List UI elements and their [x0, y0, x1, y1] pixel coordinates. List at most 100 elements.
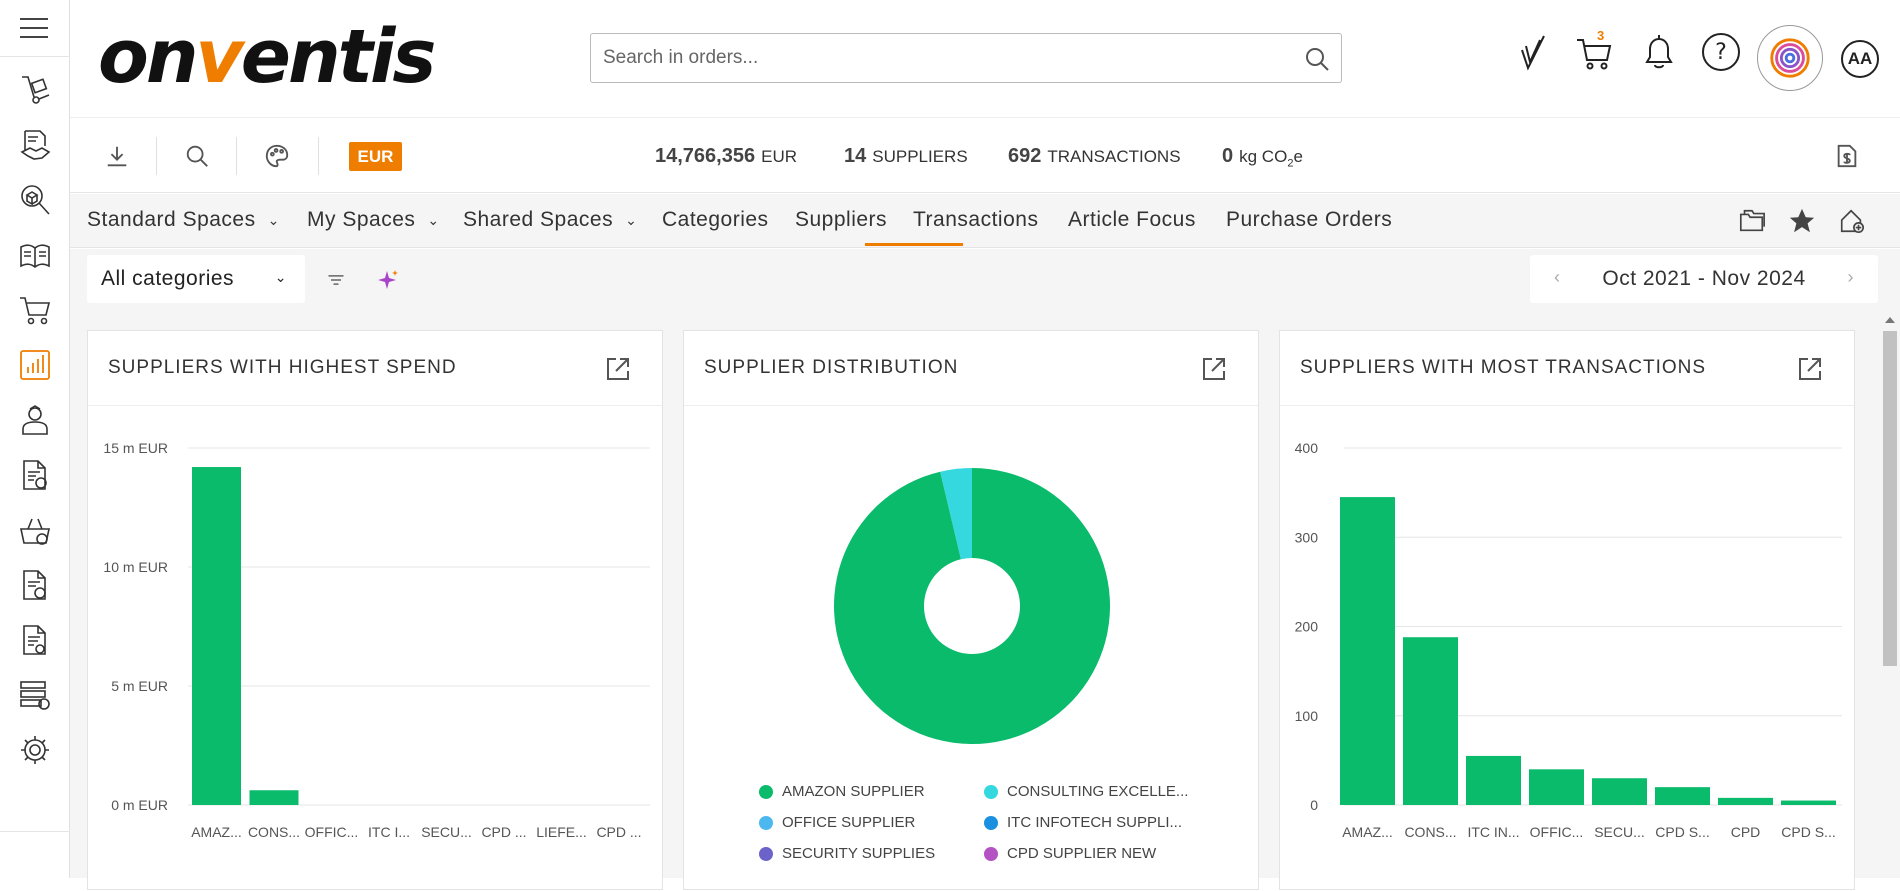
invoice-dollar-icon[interactable] [15, 565, 55, 605]
star-icon[interactable] [1785, 204, 1819, 238]
download-icon[interactable] [101, 140, 133, 172]
date-prev-arrow[interactable]: ‹ [1554, 267, 1561, 287]
bar[interactable] [1340, 497, 1395, 805]
filter-icon[interactable] [321, 265, 351, 295]
bar[interactable] [249, 790, 299, 805]
legend-label: OFFICE SUPPLIER [782, 814, 916, 831]
pie-slice[interactable] [834, 468, 1110, 744]
x-tick-label: SECU... [1594, 824, 1645, 840]
document-dollar-icon[interactable] [1831, 140, 1863, 172]
y-tick-label: 200 [1295, 619, 1319, 635]
card-highest-spend: SUPPLIERS WITH HIGHEST SPEND 0 m EUR 5 m … [87, 330, 663, 890]
x-tick-label: CONS... [248, 824, 300, 840]
basket-clock-icon[interactable] [15, 510, 55, 550]
x-tick-label: AMAZ... [191, 824, 242, 840]
catalog-book-icon[interactable] [15, 235, 55, 275]
tab-purchase-orders[interactable]: Purchase Orders [1226, 208, 1393, 231]
sidebar-divider [0, 56, 70, 57]
add-space-icon[interactable] [1835, 204, 1869, 238]
person-icon[interactable] [15, 400, 55, 440]
vertical-scrollbar[interactable] [1880, 313, 1900, 878]
bar[interactable] [1403, 637, 1458, 805]
help-button[interactable]: ? [1699, 30, 1743, 74]
bar[interactable] [1592, 778, 1647, 805]
legend-item[interactable]: AMAZON SUPPLIER [759, 783, 925, 800]
legend-label: SECURITY SUPPLIES [782, 845, 936, 862]
date-range-selector: ‹ Oct 2021 - Nov 2024 › [1530, 255, 1878, 303]
bar[interactable] [1781, 800, 1836, 805]
legend-dot [759, 815, 773, 830]
bar[interactable] [1529, 769, 1584, 805]
kpi-toolbar: EUR 14,766,356 EUR 14 SUPPLIERS 692 TRANSAC… [70, 119, 1900, 193]
notification-bell-icon[interactable] [1637, 30, 1681, 74]
x-tick-label: CPD ... [481, 824, 526, 840]
tab-standard-spaces[interactable]: Standard Spaces ⌄ [87, 208, 280, 231]
tab-my-spaces[interactable]: My Spaces ⌄ [307, 208, 440, 231]
scroll-up-arrow[interactable] [1885, 317, 1895, 323]
legend-item[interactable]: ITC INFOTECH SUPPLI... [984, 814, 1182, 831]
shopping-cart-icon[interactable] [15, 290, 55, 330]
date-range-label: Oct 2021 - Nov 2024 [1602, 267, 1806, 290]
onventis-logo[interactable]: onventis [98, 14, 436, 100]
bar[interactable] [192, 467, 241, 805]
open-external-icon[interactable] [604, 355, 632, 383]
invoice-document-icon[interactable] [15, 620, 55, 660]
top-header: onventis 3 ? AA [70, 0, 1900, 118]
bar[interactable] [1466, 755, 1521, 805]
handshake-document-icon[interactable] [15, 125, 55, 165]
scroll-thumb[interactable] [1883, 331, 1897, 666]
search-icon[interactable] [1303, 45, 1331, 73]
tab-transactions[interactable]: Transactions [913, 208, 1039, 231]
legend-item[interactable]: CONSULTING EXCELLE... [984, 783, 1188, 800]
legend-item[interactable]: OFFICE SUPPLIER [759, 814, 915, 831]
tab-suppliers[interactable]: Suppliers [795, 208, 888, 231]
open-external-icon[interactable] [1796, 355, 1824, 383]
tab-categories[interactable]: Categories [662, 208, 769, 231]
legend-item[interactable]: SECURITY SUPPLIES [759, 845, 935, 862]
cart-icon[interactable]: 3 [1573, 28, 1617, 74]
y-tick-label: 0 m EUR [111, 797, 168, 813]
x-tick-label: OFFIC... [1530, 824, 1584, 840]
legend-item[interactable]: CPD SUPPLIER NEW [984, 845, 1156, 862]
chevron-down-icon: ⌄ [267, 211, 280, 228]
folder-icon[interactable] [1735, 204, 1769, 238]
active-tab-indicator [865, 243, 963, 246]
ai-assistant-button[interactable] [1757, 25, 1823, 91]
tab-shared-spaces[interactable]: Shared Spaces ⌄ [463, 208, 638, 231]
approval-check-icon[interactable] [1510, 30, 1554, 74]
open-external-icon[interactable] [1200, 355, 1228, 383]
dashboard-content: SUPPLIERS WITH HIGHEST SPEND 0 m EUR 5 m … [70, 313, 1900, 890]
category-select-value: All categories [101, 267, 235, 290]
pie-slice[interactable] [940, 468, 972, 560]
search-input[interactable] [591, 34, 1271, 82]
currency-badge[interactable]: EUR [349, 142, 402, 171]
magnifier-cube-icon[interactable] [15, 180, 55, 220]
palette-icon[interactable] [261, 140, 293, 172]
left-sidebar [0, 0, 70, 878]
category-select[interactable]: All categories ⌄ [87, 255, 305, 303]
menu-icon[interactable] [20, 18, 48, 40]
settings-gear-icon[interactable] [15, 730, 55, 770]
date-next-arrow[interactable]: › [1847, 267, 1854, 287]
toolbar-divider [236, 137, 237, 175]
bar[interactable] [1718, 797, 1773, 805]
legend-label: ITC INFOTECH SUPPLI... [1007, 814, 1183, 831]
user-avatar[interactable]: AA [1841, 40, 1879, 78]
x-tick-label: SECU... [421, 824, 472, 840]
analytics-chart-icon[interactable] [15, 345, 55, 385]
card-title: SUPPLIERS WITH HIGHEST SPEND [108, 357, 457, 378]
x-tick-label: CPD S... [1655, 824, 1709, 840]
spaces-nav: Standard Spaces ⌄ My Spaces ⌄ Shared Space… [70, 194, 1900, 248]
card-title: SUPPLIER DISTRIBUTION [704, 357, 959, 378]
server-check-icon[interactable] [15, 675, 55, 715]
transactions-bar-chart: 0 100 200 300 400 AMAZ... CONS... ITC IN... OFFI… [1295, 440, 1842, 840]
bar[interactable] [1655, 787, 1710, 805]
percent-document-icon[interactable] [15, 455, 55, 495]
tab-article-focus[interactable]: Article Focus [1068, 208, 1196, 231]
search-icon[interactable] [181, 140, 213, 172]
x-tick-label: CPD ... [596, 824, 641, 840]
ai-sparkle-icon[interactable] [373, 265, 403, 295]
hand-truck-icon[interactable] [15, 70, 55, 110]
legend-label: CONSULTING EXCELLE... [1007, 783, 1189, 800]
y-tick-label: 100 [1295, 708, 1319, 724]
